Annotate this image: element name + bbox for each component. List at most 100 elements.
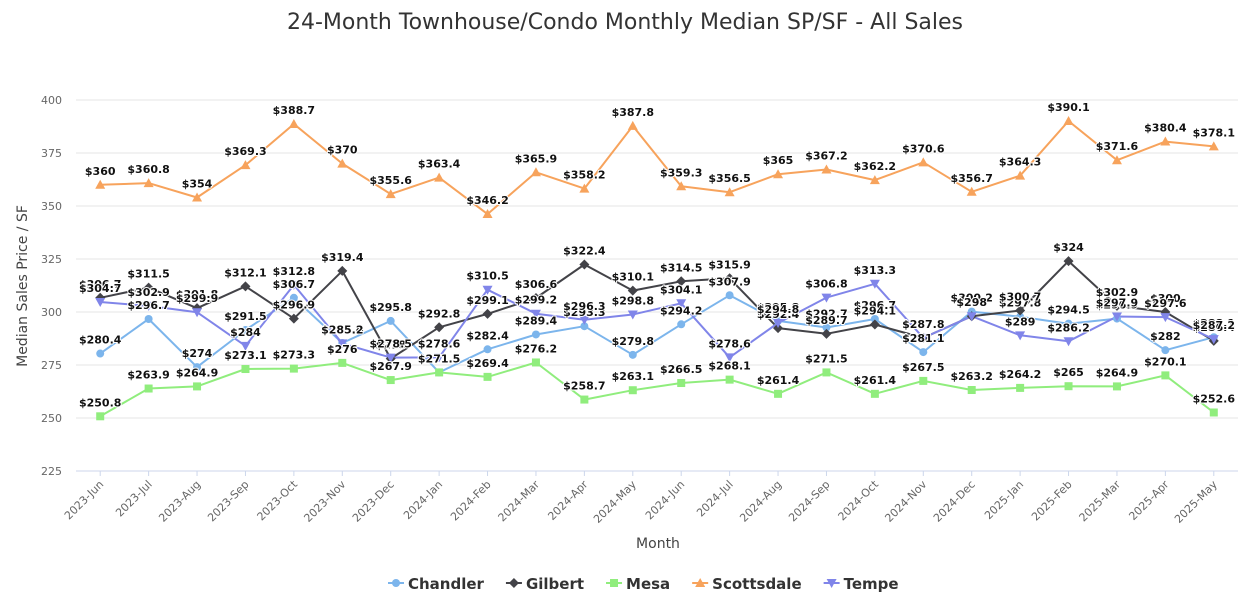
data-point-scottsdale[interactable] xyxy=(143,178,154,188)
data-point-mesa[interactable] xyxy=(677,379,686,388)
data-point-scottsdale[interactable] xyxy=(95,179,106,189)
data-point-gilbert[interactable] xyxy=(627,285,638,296)
data-point-chandler[interactable] xyxy=(193,363,202,372)
data-point-scottsdale[interactable] xyxy=(579,183,590,193)
data-point-chandler[interactable] xyxy=(1064,319,1073,328)
data-point-scottsdale[interactable] xyxy=(627,120,638,130)
data-point-gilbert[interactable] xyxy=(240,281,251,292)
data-point-tempe[interactable] xyxy=(385,353,396,363)
data-point-scottsdale[interactable] xyxy=(337,158,348,168)
data-point-scottsdale[interactable] xyxy=(1208,141,1219,151)
data-point-mesa[interactable] xyxy=(628,386,637,395)
data-point-gilbert[interactable] xyxy=(579,259,590,270)
data-point-mesa[interactable] xyxy=(1161,371,1170,380)
data-point-chandler[interactable] xyxy=(1161,346,1170,355)
data-point-mesa[interactable] xyxy=(870,389,879,398)
data-point-tempe[interactable] xyxy=(143,301,154,311)
data-point-chandler[interactable] xyxy=(870,314,879,323)
data-point-scottsdale[interactable] xyxy=(1160,136,1171,146)
data-point-tempe[interactable] xyxy=(337,339,348,349)
data-point-scottsdale[interactable] xyxy=(1111,155,1122,165)
data-point-scottsdale[interactable] xyxy=(434,172,445,182)
data-point-gilbert[interactable] xyxy=(724,273,735,284)
data-point-gilbert[interactable] xyxy=(1063,256,1074,267)
data-point-chandler[interactable] xyxy=(144,314,153,323)
data-point-tempe[interactable] xyxy=(1111,312,1122,322)
data-point-tempe[interactable] xyxy=(579,315,590,325)
data-point-tempe[interactable] xyxy=(240,341,251,351)
data-point-gilbert[interactable] xyxy=(530,293,541,304)
data-point-mesa[interactable] xyxy=(1016,383,1025,392)
data-point-mesa[interactable] xyxy=(725,375,734,384)
data-point-tempe[interactable] xyxy=(918,333,929,343)
data-point-gilbert[interactable] xyxy=(143,282,154,293)
data-point-tempe[interactable] xyxy=(773,319,784,329)
data-point-mesa[interactable] xyxy=(338,358,347,367)
data-point-mesa[interactable] xyxy=(1209,408,1218,417)
data-point-scottsdale[interactable] xyxy=(288,118,299,128)
data-point-scottsdale[interactable] xyxy=(1015,170,1026,180)
data-point-scottsdale[interactable] xyxy=(676,181,687,191)
data-point-gilbert[interactable] xyxy=(869,319,880,330)
data-point-tempe[interactable] xyxy=(869,279,880,289)
data-point-chandler[interactable] xyxy=(1016,312,1025,321)
data-point-mesa[interactable] xyxy=(919,376,928,385)
data-point-scottsdale[interactable] xyxy=(724,187,735,197)
data-point-tempe[interactable] xyxy=(1063,337,1074,347)
data-point-chandler[interactable] xyxy=(386,316,395,325)
data-point-tempe[interactable] xyxy=(1160,313,1171,323)
data-point-tempe[interactable] xyxy=(966,312,977,322)
data-point-chandler[interactable] xyxy=(725,291,734,300)
data-point-tempe[interactable] xyxy=(288,280,299,290)
data-point-gilbert[interactable] xyxy=(337,265,348,276)
data-point-chandler[interactable] xyxy=(677,320,686,329)
data-point-chandler[interactable] xyxy=(580,322,589,331)
data-point-gilbert[interactable] xyxy=(676,276,687,287)
data-point-mesa[interactable] xyxy=(483,372,492,381)
data-point-gilbert[interactable] xyxy=(288,313,299,324)
data-point-scottsdale[interactable] xyxy=(192,192,203,202)
data-point-gilbert[interactable] xyxy=(821,328,832,339)
data-point-chandler[interactable] xyxy=(531,330,540,339)
data-point-scottsdale[interactable] xyxy=(821,164,832,174)
data-point-mesa[interactable] xyxy=(822,368,831,377)
data-point-mesa[interactable] xyxy=(96,412,105,421)
data-point-scottsdale[interactable] xyxy=(240,160,251,170)
legend-item-chandler[interactable]: Chandler xyxy=(388,575,485,593)
data-point-chandler[interactable] xyxy=(96,349,105,358)
data-point-scottsdale[interactable] xyxy=(482,209,493,219)
legend-item-gilbert[interactable]: Gilbert xyxy=(505,575,584,593)
data-point-mesa[interactable] xyxy=(967,386,976,395)
data-point-tempe[interactable] xyxy=(627,310,638,320)
data-point-scottsdale[interactable] xyxy=(385,189,396,199)
data-point-mesa[interactable] xyxy=(1064,382,1073,391)
data-point-mesa[interactable] xyxy=(1112,382,1121,391)
data-point-scottsdale[interactable] xyxy=(869,175,880,185)
data-point-tempe[interactable] xyxy=(434,353,445,363)
data-point-mesa[interactable] xyxy=(386,376,395,385)
data-point-mesa[interactable] xyxy=(531,358,540,367)
data-point-tempe[interactable] xyxy=(1015,331,1026,341)
data-point-tempe[interactable] xyxy=(724,353,735,363)
data-point-gilbert[interactable] xyxy=(1015,305,1026,316)
data-point-tempe[interactable] xyxy=(676,299,687,309)
data-point-tempe[interactable] xyxy=(1208,335,1219,345)
data-point-mesa[interactable] xyxy=(193,382,202,391)
data-point-scottsdale[interactable] xyxy=(773,169,784,179)
legend-item-tempe[interactable]: Tempe xyxy=(823,575,899,593)
data-point-chandler[interactable] xyxy=(822,323,831,332)
data-point-chandler[interactable] xyxy=(289,293,298,302)
data-point-chandler[interactable] xyxy=(241,326,250,335)
legend-item-mesa[interactable]: Mesa xyxy=(606,575,670,593)
data-point-gilbert[interactable] xyxy=(482,308,493,319)
data-point-gilbert[interactable] xyxy=(1111,300,1122,311)
data-point-mesa[interactable] xyxy=(774,389,783,398)
data-point-tempe[interactable] xyxy=(821,293,832,303)
data-point-tempe[interactable] xyxy=(95,298,106,308)
data-point-chandler[interactable] xyxy=(483,345,492,354)
data-point-gilbert[interactable] xyxy=(434,322,445,333)
data-point-tempe[interactable] xyxy=(192,308,203,318)
data-point-scottsdale[interactable] xyxy=(1063,115,1074,125)
data-point-chandler[interactable] xyxy=(919,348,928,357)
data-point-mesa[interactable] xyxy=(241,365,250,374)
